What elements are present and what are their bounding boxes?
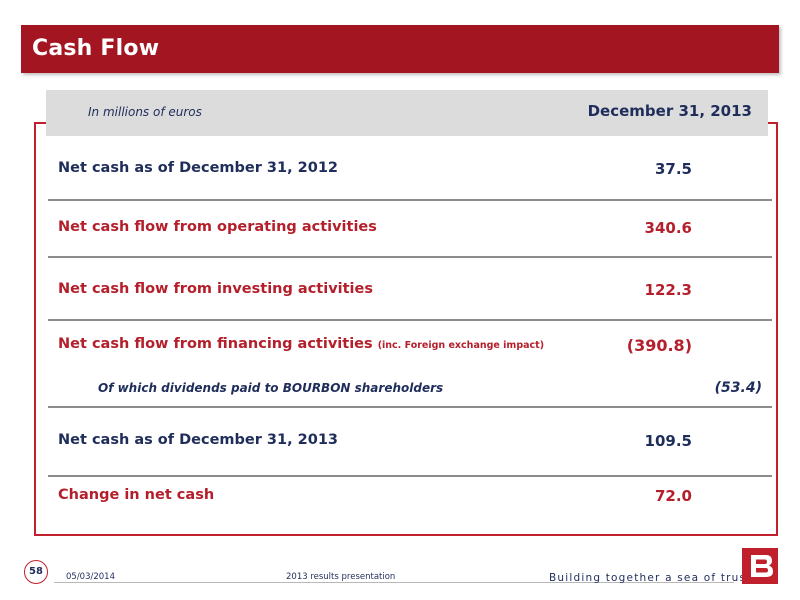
row-note: (inc. Foreign exchange impact)	[377, 340, 545, 351]
row-divider	[48, 199, 772, 201]
table-frame	[34, 122, 778, 536]
row-label: Net cash as of December 31, 2013	[58, 432, 339, 448]
row-label: Net cash flow from financing activities …	[58, 336, 544, 352]
row-label: Net cash flow from operating activities	[58, 219, 377, 235]
row-value: 109.5	[644, 432, 692, 450]
bourbon-b-logo-icon	[742, 548, 778, 584]
row-value: 72.0	[654, 487, 692, 505]
column-header: December 31, 2013	[587, 102, 752, 120]
row-divider	[48, 256, 772, 258]
footer-presentation: 2013 results presentation	[286, 572, 396, 582]
unit-label: In millions of euros	[88, 105, 202, 119]
page-title: Cash Flow	[32, 36, 160, 61]
row-divider	[48, 319, 772, 321]
row-divider	[48, 406, 772, 408]
title-bar: Cash Flow	[21, 25, 779, 73]
sub-row-value: (53.4)	[714, 380, 762, 396]
row-divider	[48, 475, 772, 477]
row-label: Net cash flow from investing activities	[58, 281, 373, 297]
logo-glyph-icon	[751, 555, 773, 577]
page-number: 58	[24, 560, 48, 584]
sub-row-label: Of which dividends paid to BOURBON share…	[98, 381, 444, 395]
row-label: Net cash as of December 31, 2012	[58, 160, 339, 176]
row-value: (390.8)	[626, 336, 692, 355]
row-value: 37.5	[654, 160, 692, 178]
row-label-text: Net cash flow from financing activities	[58, 336, 373, 352]
row-value: 122.3	[644, 281, 692, 299]
footer-date: 05/03/2014	[66, 572, 115, 582]
row-value: 340.6	[644, 219, 692, 237]
table-header: In millions of euros December 31, 2013	[46, 90, 768, 136]
footer-tagline: Building together a sea of trust	[549, 572, 752, 584]
row-label: Change in net cash	[58, 487, 215, 503]
footer-divider	[54, 582, 734, 583]
